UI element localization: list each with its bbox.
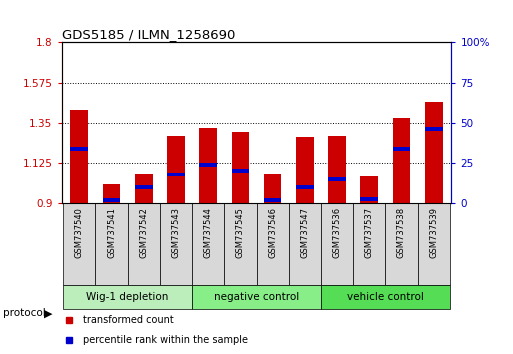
Text: GSM737538: GSM737538 — [397, 207, 406, 258]
Bar — [321, 285, 450, 309]
Text: GSM737546: GSM737546 — [268, 207, 277, 258]
Bar — [264, 174, 282, 204]
Bar — [392, 118, 410, 204]
Text: GSM737544: GSM737544 — [204, 207, 213, 258]
Bar — [328, 136, 346, 204]
Bar — [95, 204, 128, 285]
Text: Wig-1 depletion: Wig-1 depletion — [86, 292, 169, 302]
Bar — [321, 204, 353, 285]
Bar — [224, 204, 256, 285]
Bar — [135, 174, 152, 204]
Bar — [192, 285, 321, 309]
Text: GSM737539: GSM737539 — [429, 207, 438, 258]
Text: vehicle control: vehicle control — [347, 292, 424, 302]
Bar — [167, 136, 185, 204]
Text: negative control: negative control — [214, 292, 299, 302]
Bar — [160, 204, 192, 285]
Bar — [192, 204, 224, 285]
Bar — [70, 147, 88, 151]
Bar — [289, 204, 321, 285]
Text: protocol: protocol — [3, 308, 45, 318]
Text: GDS5185 / ILMN_1258690: GDS5185 / ILMN_1258690 — [62, 28, 235, 41]
Bar — [231, 132, 249, 204]
Bar — [103, 198, 121, 202]
Text: GSM737543: GSM737543 — [171, 207, 181, 258]
Bar — [353, 204, 385, 285]
Text: GSM737536: GSM737536 — [332, 207, 342, 258]
Text: GSM737540: GSM737540 — [75, 207, 84, 258]
Bar — [167, 172, 185, 177]
Text: GSM737542: GSM737542 — [139, 207, 148, 258]
Text: percentile rank within the sample: percentile rank within the sample — [83, 335, 248, 345]
Bar — [328, 177, 346, 181]
Text: GSM737537: GSM737537 — [365, 207, 374, 258]
Bar — [296, 185, 313, 189]
Bar — [264, 198, 282, 202]
Bar — [231, 169, 249, 173]
Bar — [63, 285, 192, 309]
Bar — [103, 184, 121, 204]
Bar — [361, 197, 378, 201]
Bar — [296, 137, 313, 204]
Text: GSM737541: GSM737541 — [107, 207, 116, 258]
Bar — [392, 147, 410, 151]
Bar — [256, 204, 289, 285]
Bar — [135, 185, 152, 189]
Bar — [70, 110, 88, 204]
Bar — [425, 102, 443, 204]
Text: transformed count: transformed count — [83, 314, 174, 325]
Bar — [361, 176, 378, 204]
Bar — [200, 163, 217, 167]
Bar — [63, 204, 95, 285]
Text: ▶: ▶ — [44, 308, 52, 318]
Bar — [385, 204, 418, 285]
Bar — [200, 129, 217, 204]
Text: GSM737545: GSM737545 — [236, 207, 245, 258]
Bar — [418, 204, 450, 285]
Text: GSM737547: GSM737547 — [300, 207, 309, 258]
Bar — [128, 204, 160, 285]
Bar — [425, 127, 443, 131]
